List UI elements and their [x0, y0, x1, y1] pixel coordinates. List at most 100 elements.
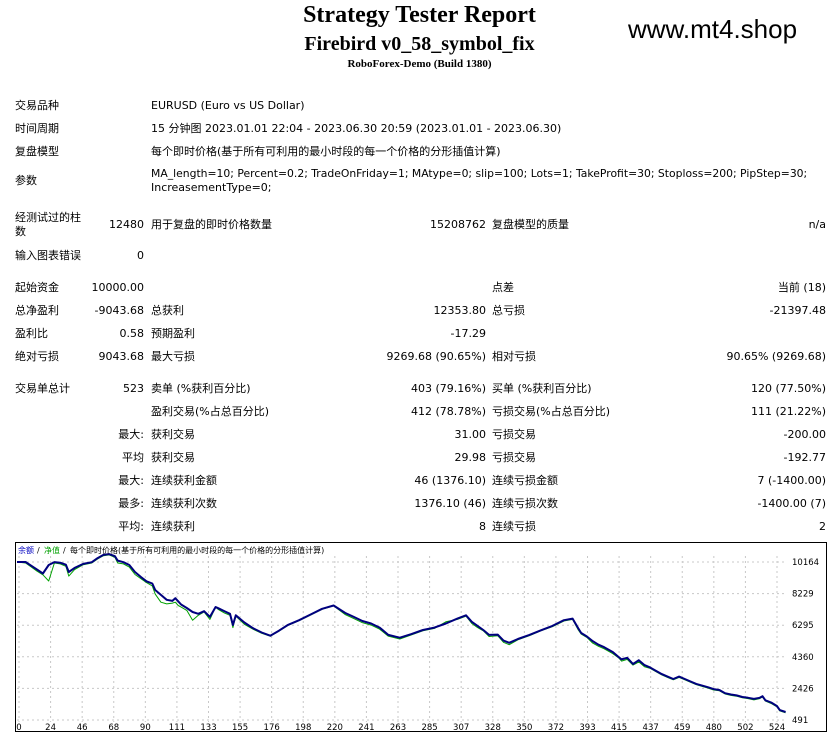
- quality-label: 复盘模型的质量: [492, 218, 569, 231]
- legend-model: 每个即时价格(基于所有可利用的最小时段的每一个价格的分形插值计算): [70, 545, 324, 555]
- avg-consec-wins-value: 8: [479, 520, 486, 533]
- y-tick-label: 10164: [792, 558, 819, 568]
- x-tick-label: 198: [295, 723, 311, 732]
- x-tick-label: 459: [674, 723, 690, 732]
- x-tick-label: 133: [200, 723, 216, 732]
- max-consec-losses-value: 7 (-1400.00): [757, 474, 826, 487]
- balance-chart: 余额 / 净值 / 每个即时价格(基于所有可利用的最小时段的每一个价格的分形插值…: [15, 542, 827, 732]
- expected-payoff-label: 预期盈利: [151, 327, 195, 340]
- bars-label-1: 经测试过的柱: [15, 211, 81, 224]
- legend-separator-2: /: [63, 546, 66, 555]
- x-tick-label: 24: [45, 723, 56, 732]
- net-profit-value: -9043.68: [94, 304, 144, 317]
- avg-consec-label: 平均:: [118, 520, 144, 533]
- avg-consec-losses-value: 2: [819, 520, 826, 533]
- x-tick-label: 350: [516, 723, 532, 732]
- maximal-consec-profit-value: 1376.10 (46): [414, 497, 486, 510]
- x-tick-label: 46: [77, 723, 88, 732]
- legend-separator-1: /: [37, 546, 40, 555]
- maximal-consec-loss-value: -1400.00 (7): [757, 497, 826, 510]
- gross-loss-label: 总亏损: [492, 304, 525, 317]
- profit-trades-label: 盈利交易(%占总百分比): [151, 405, 270, 418]
- max-consec-losses-label: 连续亏损金额: [492, 474, 558, 487]
- server-info: RoboForex-Demo (Build 1380): [347, 58, 492, 70]
- bars-label-2: 数: [15, 225, 26, 238]
- largest-loss-label: 亏损交易: [492, 428, 536, 441]
- max-drawdown-value: 9269.68 (90.65%): [386, 350, 486, 363]
- legend-equity: 净值: [44, 545, 60, 555]
- max-consec-wins-value: 46 (1376.10): [414, 474, 486, 487]
- x-tick-label: 176: [264, 723, 280, 732]
- x-tick-label: 502: [737, 723, 753, 732]
- x-tick-label: 68: [108, 723, 119, 732]
- profit-factor-label: 盈利比: [15, 327, 48, 340]
- chart-grid: [17, 556, 787, 722]
- largest-profit-value: 31.00: [454, 428, 487, 441]
- y-tick-label: 6295: [792, 621, 814, 631]
- x-tick-label: 111: [169, 723, 185, 732]
- symbol-label: 交易品种: [15, 99, 59, 112]
- spread-value: 当前 (18): [777, 281, 826, 294]
- y-tick-label: 8229: [792, 590, 814, 600]
- net-profit-label: 总净盈利: [15, 304, 59, 317]
- average-profit-label: 获利交易: [151, 451, 195, 464]
- initial-deposit-label: 起始资金: [15, 281, 59, 294]
- max-consec-label: 最大:: [118, 474, 144, 487]
- profit-factor-value: 0.58: [119, 327, 145, 340]
- watermark-text: www.mt4.shop: [628, 14, 798, 44]
- x-tick-label: 307: [453, 723, 469, 732]
- y-tick-label: 2426: [792, 684, 814, 694]
- x-tick-label: 480: [706, 723, 722, 732]
- spread-label: 点差: [492, 281, 514, 294]
- params-label: 参数: [15, 174, 37, 187]
- params-line-1: MA_length=10; Percent=0.2; TradeOnFriday…: [151, 167, 808, 180]
- maximal-consec-label: 最多:: [118, 497, 144, 510]
- chart-frame: [15, 542, 827, 732]
- average-loss-value: -192.77: [783, 451, 826, 464]
- symbol-value: EURUSD (Euro vs US Dollar): [151, 99, 305, 112]
- chart-x-axis: 0 24 46 68 90 111 133 155 176 198 220 241 263 285 307 3…: [16, 723, 785, 732]
- y-tick-label: 4360: [792, 653, 814, 663]
- avg-consec-losses-label: 连续亏损: [492, 520, 536, 533]
- y-tick-label: 491: [792, 716, 808, 726]
- average-profit-value: 29.98: [454, 451, 487, 464]
- rel-drawdown-label: 相对亏损: [492, 350, 536, 363]
- x-tick-label: 220: [327, 723, 343, 732]
- params-line-2: IncreasementType=0;: [151, 181, 272, 194]
- loss-trades-label: 亏损交易(%占总百分比): [492, 405, 611, 418]
- x-tick-label: 372: [548, 723, 564, 732]
- total-trades-value: 523: [123, 382, 144, 395]
- short-positions-label: 卖单 (%获利百分比): [151, 382, 251, 395]
- average-loss-label: 亏损交易: [492, 451, 536, 464]
- chart-series: [16, 553, 786, 714]
- legend-balance: 余额: [18, 545, 34, 555]
- model-label: 复盘模型: [15, 145, 59, 158]
- x-tick-label: 90: [140, 723, 151, 732]
- x-tick-label: 524: [769, 723, 785, 732]
- gross-profit-label: 总获利: [151, 304, 184, 317]
- gross-loss-value: -21397.48: [769, 304, 826, 317]
- model-value: 每个即时价格(基于所有可利用的最小时段的每一个价格的分形插值计算): [151, 145, 501, 158]
- profit-trades-value: 412 (78.78%): [410, 405, 486, 418]
- expected-payoff-value: -17.29: [450, 327, 486, 340]
- largest-profit-label: 获利交易: [151, 428, 195, 441]
- bars-value: 12480: [109, 218, 144, 231]
- total-trades-label: 交易单总计: [15, 382, 70, 395]
- x-tick-label: 155: [232, 723, 248, 732]
- period-value: 15 分钟图 2023.01.01 22:04 - 2023.06.30 20:…: [151, 122, 562, 135]
- loss-trades-value: 111 (21.22%): [750, 405, 826, 418]
- chart-y-axis: 10164 8229 6295 4360 2426 491: [792, 558, 819, 726]
- max-drawdown-label: 最大亏损: [151, 350, 195, 363]
- x-tick-label: 328: [485, 723, 501, 732]
- ticks-label: 用于复盘的即时价格数量: [151, 218, 272, 231]
- abs-drawdown-label: 绝对亏损: [15, 350, 59, 363]
- errors-value: 0: [137, 249, 144, 262]
- short-positions-value: 403 (79.16%): [410, 382, 486, 395]
- x-tick-label: 393: [579, 723, 595, 732]
- x-tick-label: 0: [16, 723, 21, 732]
- rel-drawdown-value: 90.65% (9269.68): [726, 350, 826, 363]
- maximal-consec-loss-label: 连续亏损次数: [492, 497, 558, 510]
- x-tick-label: 285: [421, 723, 437, 732]
- ticks-value: 15208762: [430, 218, 486, 231]
- abs-drawdown-value: 9043.68: [98, 350, 145, 363]
